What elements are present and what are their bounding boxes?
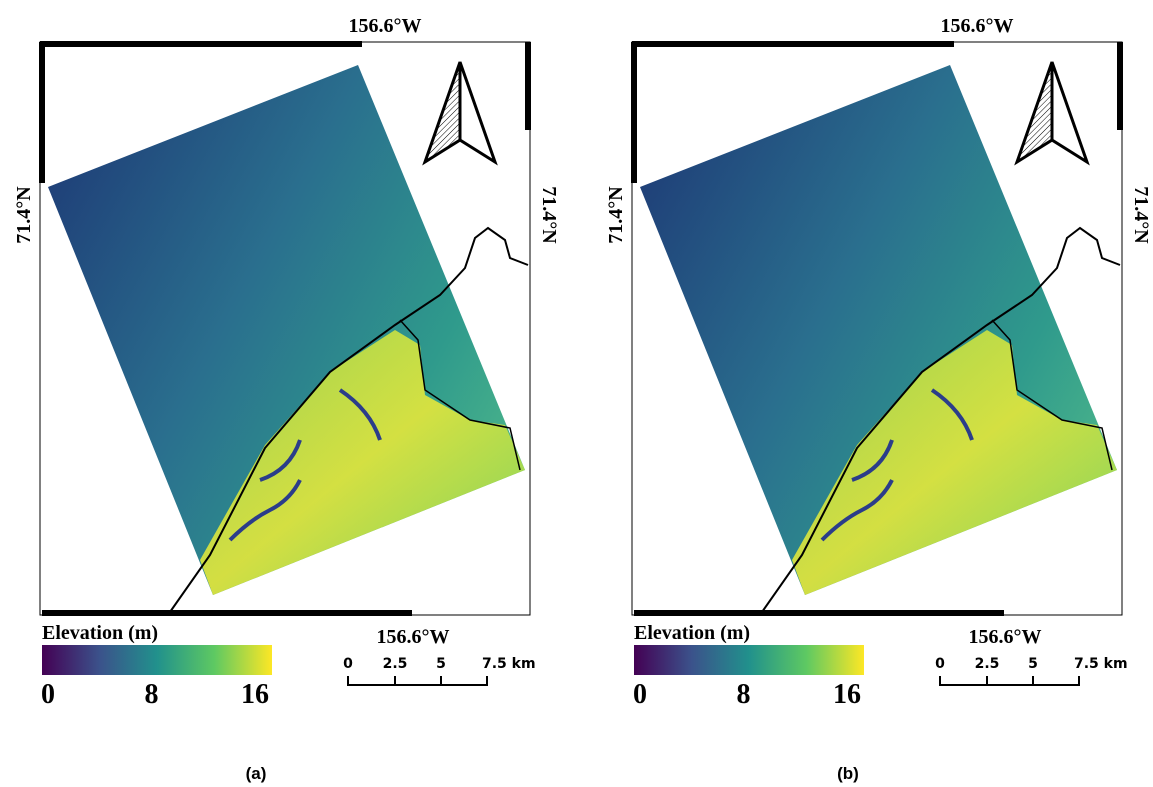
caption: (a) (246, 764, 267, 783)
scale-label: 2.5 (975, 656, 1000, 672)
coastline-inner (399, 319, 521, 471)
right-coordinate: 71.4°N (538, 186, 560, 244)
land-raster (200, 330, 525, 595)
top-coordinate: 156.6°W (349, 15, 422, 37)
north-arrow (1014, 61, 1054, 166)
scale-label: 7.5 km (1074, 656, 1128, 672)
north-arrow (1050, 61, 1090, 166)
scale-label: 0 (935, 656, 945, 672)
legend-title: Elevation (m) (42, 622, 158, 644)
bottom-coordinate: 156.6°W (969, 626, 1042, 648)
scale-label: 0 (343, 656, 353, 672)
left-coordinate: 71.4°N (13, 186, 35, 244)
coastline (169, 226, 529, 613)
colorbar-tick-label: 8 (737, 679, 751, 710)
map-panel: 156.6°W 156.6°W 71.4°N 71.4°N Elevation (m) 0… (605, 15, 1152, 783)
colorbar-tick-label: 16 (241, 679, 269, 710)
colorbar (42, 645, 272, 675)
channel (820, 388, 974, 542)
colorbar-tick-label: 0 (633, 679, 647, 710)
land-raster (792, 330, 1117, 595)
colorbar-tick-label: 16 (833, 679, 861, 710)
colorbar-tick-label: 0 (41, 679, 55, 710)
caption: (b) (837, 764, 859, 783)
colorbar (634, 645, 864, 675)
map-panel: 156.6°W 156.6°W 71.4°N 71.4°N Elevation (m) 0… (13, 15, 560, 783)
scale-label: 2.5 (383, 656, 408, 672)
coastline-inner (991, 319, 1113, 471)
scale-label: 7.5 km (482, 656, 536, 672)
top-coordinate: 156.6°W (941, 15, 1014, 37)
north-arrow (422, 61, 462, 166)
left-coordinate: 71.4°N (605, 186, 627, 244)
channel (228, 388, 382, 542)
legend-title: Elevation (m) (634, 622, 750, 644)
bottom-coordinate: 156.6°W (377, 626, 450, 648)
scale-label: 5 (436, 656, 446, 672)
right-coordinate: 71.4°N (1130, 186, 1152, 244)
north-arrow (458, 61, 498, 166)
coastline (761, 226, 1121, 613)
scale-label: 5 (1028, 656, 1038, 672)
colorbar-tick-label: 8 (145, 679, 159, 710)
